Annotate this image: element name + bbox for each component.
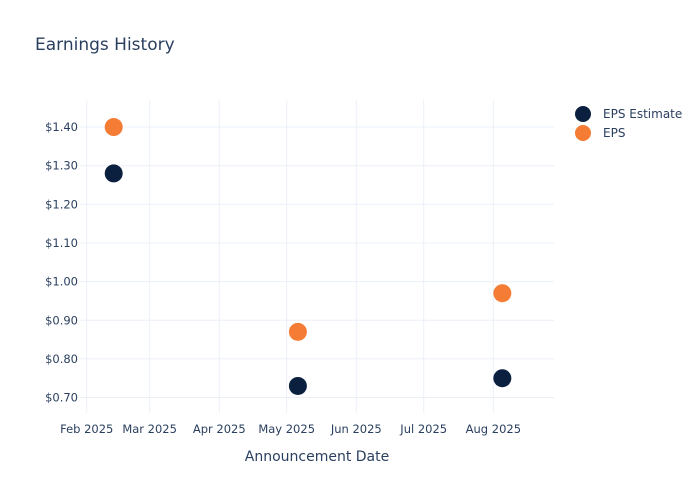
y-tick-label: $0.70	[45, 391, 78, 405]
x-tick-label: Feb 2025	[60, 422, 113, 436]
x-gridlines	[86, 100, 494, 413]
chart-title: Earnings History	[35, 35, 175, 55]
eps-legend-marker[interactable]	[575, 125, 591, 141]
x-axis-title: Announcement Date	[245, 449, 389, 465]
x-axis-ticks: Feb 2025 Mar 2025 Apr 2025 May 2025 Jun 2025…	[60, 422, 521, 436]
x-tick-label: Mar 2025	[122, 422, 177, 436]
eps-estimate-point[interactable]	[493, 369, 512, 388]
y-axis-ticks: $0.70 $0.80 $0.90 $1.00 $1.10 $1.20 $1.30 $1.40	[45, 120, 78, 404]
eps-legend-label[interactable]: EPS	[603, 126, 625, 140]
plot-area	[80, 100, 554, 413]
y-gridlines	[80, 126, 554, 399]
y-tick-label: $1.30	[45, 159, 78, 173]
x-tick-label: Jun 2025	[330, 422, 382, 436]
eps-point[interactable]	[104, 118, 123, 137]
eps-estimate-point[interactable]	[104, 164, 123, 183]
eps-estimate-legend-marker[interactable]	[575, 106, 591, 122]
y-tick-label: $1.20	[45, 197, 78, 211]
y-tick-label: $1.40	[45, 120, 78, 134]
y-tick-label: $0.80	[45, 352, 78, 366]
x-tick-label: Apr 2025	[193, 422, 246, 436]
y-tick-label: $0.90	[45, 313, 78, 327]
eps-estimate-legend-label[interactable]: EPS Estimate	[603, 107, 682, 121]
eps-point[interactable]	[288, 322, 307, 341]
x-tick-label: Jul 2025	[399, 422, 447, 436]
x-tick-label: May 2025	[258, 422, 315, 436]
x-tick-label: Aug 2025	[466, 422, 521, 436]
data-points	[104, 118, 512, 395]
eps-point[interactable]	[493, 284, 512, 303]
eps-estimate-point[interactable]	[288, 376, 307, 395]
legend[interactable]: EPS Estimate EPS	[575, 106, 682, 141]
y-tick-label: $1.00	[45, 275, 78, 289]
y-tick-label: $1.10	[45, 236, 78, 250]
